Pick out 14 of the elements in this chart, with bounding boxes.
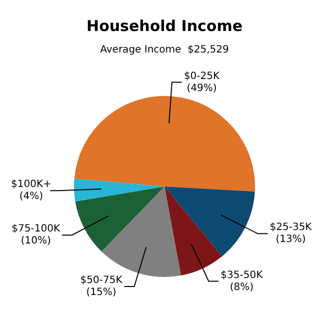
slice-label: $75-100K [12, 224, 60, 235]
chart-title: Household Income [86, 16, 242, 35]
data-label: (8%) [230, 282, 254, 293]
data-label: (15%) [86, 287, 116, 298]
slice-label: $50-75K [80, 275, 123, 286]
slice-label: $35-50K [220, 270, 264, 281]
slice-label: $100K+ [11, 179, 52, 190]
data-label: (49%) [186, 82, 217, 94]
slice-label: $25-35K [270, 222, 312, 234]
slice-label: $0-25K [184, 70, 220, 82]
data-label: (10%) [20, 236, 51, 247]
chart-subtitle: Average Income $25,529 [100, 44, 229, 56]
data-label: (4%) [19, 191, 44, 202]
data-label: (13%) [276, 234, 306, 246]
